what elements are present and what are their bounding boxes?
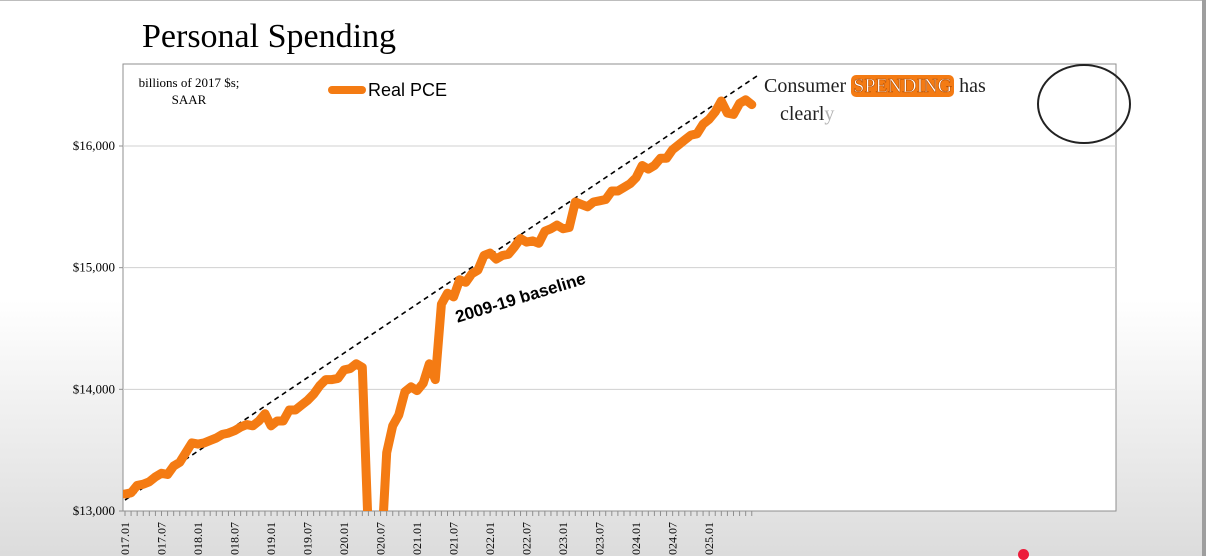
annotation-line-1: Consumer SPENDING has [764, 72, 1034, 100]
right-edge-bar [1202, 0, 1206, 556]
annotation-line-2-text: clearl [780, 103, 825, 125]
annotation-text: Consumer SPENDING has clearly [764, 72, 1034, 128]
annotation-after: has [959, 75, 986, 97]
x-tick-label: 017.01 [118, 522, 132, 555]
units-label: billions of 2017 $s; SAAR [124, 74, 254, 108]
x-tick-label: 022.01 [483, 522, 497, 555]
x-tick-label: 024.07 [666, 522, 680, 555]
annotation-highlight: SPENDING [851, 75, 955, 97]
units-line-2: SAAR [171, 92, 207, 107]
legend-label: Real PCE [368, 79, 448, 100]
highlight-circle [1037, 64, 1131, 144]
x-tick-label: 020.07 [374, 522, 388, 555]
annotation-line-2-faded: y [824, 103, 835, 125]
annotation-line-2: clearly [764, 100, 1034, 128]
top-border [0, 0, 1206, 1]
x-tick-label: 018.07 [228, 522, 242, 555]
x-tick-label: 020.01 [337, 522, 351, 555]
y-tick-label: $14,000 [73, 381, 115, 396]
x-tick-label: 024.01 [629, 522, 643, 555]
x-tick-label: 022.07 [520, 522, 534, 555]
x-axis: 017.01 017.07 018.01 018.07 019.01 019.07 020.… [118, 511, 753, 555]
chart-title: Personal Spending [142, 18, 397, 55]
x-tick-label: 021.07 [447, 522, 461, 555]
plot-frame [122, 63, 1117, 512]
y-tick-label: $16,000 [73, 138, 115, 153]
x-tick-label: 019.07 [301, 522, 315, 555]
x-tick-label: 023.01 [556, 522, 570, 555]
x-tick-label: 018.01 [191, 522, 205, 555]
x-tick-label: 019.01 [264, 522, 278, 555]
x-tick-label: 021.01 [410, 522, 424, 555]
units-line-1: billions of 2017 $s; [138, 75, 240, 90]
recording-dot [1018, 549, 1029, 560]
y-tick-label: $15,000 [73, 260, 115, 275]
series-real-pce-line [123, 95, 757, 511]
legend: Real PCE [328, 80, 447, 100]
y-tick-label: $13,000 [73, 503, 115, 518]
x-tick-label: 025.01 [702, 522, 716, 555]
annotation-before: Consumer [764, 75, 847, 97]
y-axis: $13,000 $14,000 $15,000 $16,000 [73, 138, 123, 518]
legend-swatch [328, 86, 366, 94]
x-tick-label: 017.07 [155, 522, 169, 555]
gridlines [123, 145, 1116, 390]
x-tick-label: 023.07 [593, 522, 607, 555]
